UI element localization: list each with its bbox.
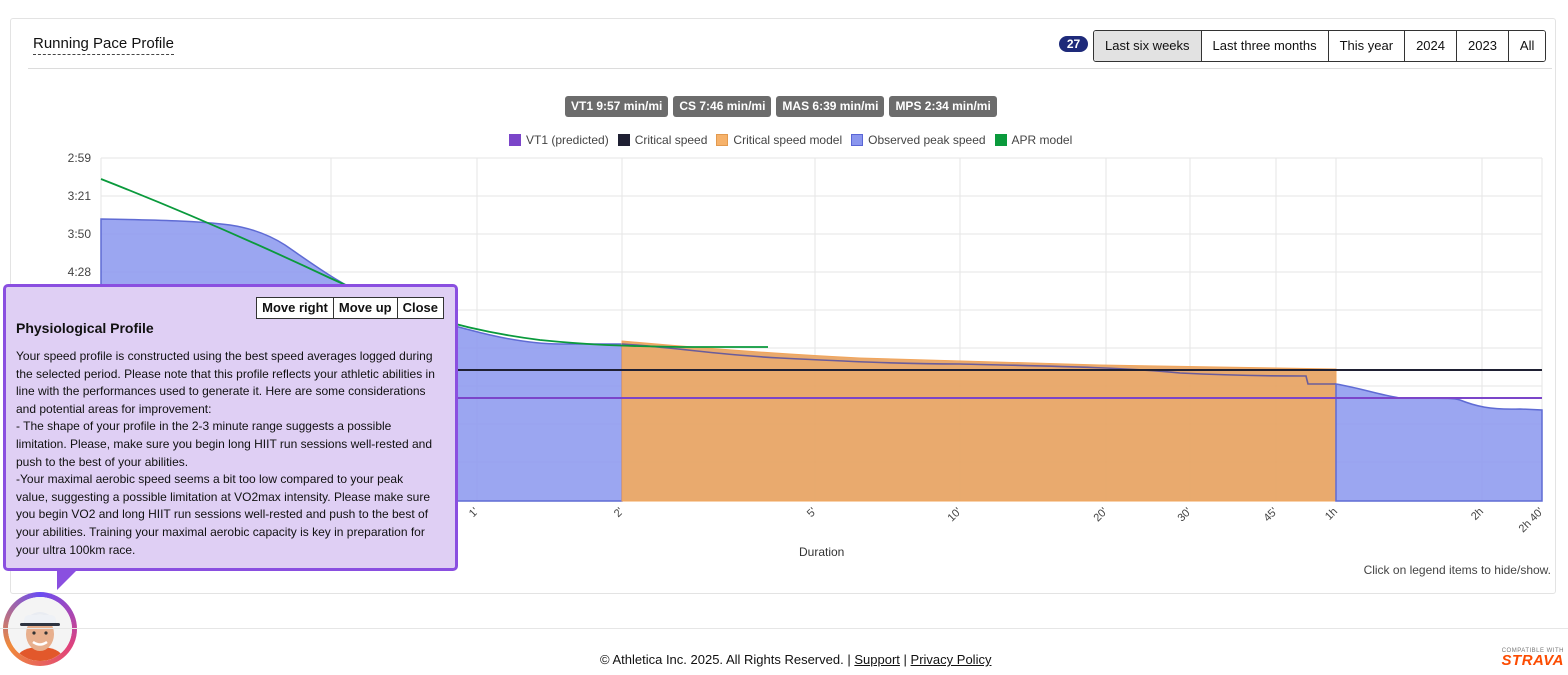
- observed-peak-tail-area: [1335, 383, 1543, 502]
- y-tick-label: 4:28: [68, 265, 92, 279]
- legend-observed-peak[interactable]: Observed peak speed: [851, 133, 986, 147]
- x-tick-label: 10': [945, 506, 964, 525]
- range-all[interactable]: All: [1508, 31, 1546, 61]
- y-tick-label: 2:59: [68, 151, 92, 165]
- legend-swatch: [617, 134, 630, 146]
- legend-label: Observed peak speed: [868, 133, 986, 147]
- legend-vt1[interactable]: VT1 (predicted): [509, 133, 609, 147]
- legend-label: VT1 (predicted): [526, 133, 609, 147]
- x-tick-label: 5': [805, 506, 819, 520]
- y-tick-label: 3:21: [68, 189, 92, 203]
- x-axis-labels: 1' 2' 5' 10' 20' 30' 45' 1h 2h 2h 40': [467, 506, 1546, 535]
- legend-critical-speed[interactable]: Critical speed: [617, 133, 708, 147]
- strava-logo-text: STRAVA: [1501, 652, 1564, 669]
- footer-divider: [0, 628, 1568, 629]
- x-tick-label: 30': [1175, 506, 1194, 525]
- x-tick-label: 2': [612, 506, 626, 520]
- critical-speed-model-area: [621, 340, 1337, 502]
- privacy-policy-link[interactable]: Privacy Policy: [910, 652, 992, 667]
- legend-label: APR model: [1011, 133, 1073, 147]
- x-axis-title: Duration: [799, 545, 845, 559]
- page-title: Running Pace Profile: [33, 35, 174, 55]
- range-last-three-months[interactable]: Last three months: [1201, 31, 1329, 61]
- popup-body: Your speed profile is constructed using …: [16, 349, 435, 557]
- vt1-pill: VT1 9:57 min/mi: [565, 96, 669, 117]
- observed-peak-line-mid: [621, 343, 1336, 385]
- strava-badge: COMPATIBLE WITH STRAVA: [1502, 648, 1564, 668]
- range-2024[interactable]: 2024: [1405, 31, 1457, 61]
- x-tick-label: 1': [467, 506, 481, 520]
- x-tick-label: 45': [1261, 506, 1280, 525]
- date-range-group: Last six weeks Last three months This ye…: [1093, 30, 1547, 62]
- footer-separator: |: [847, 652, 851, 667]
- copyright-text: © Athletica Inc. 2025. All Rights Reserv…: [600, 652, 844, 667]
- legend-label: Critical speed: [634, 133, 708, 147]
- move-up-button[interactable]: Move up: [334, 298, 398, 318]
- footer: © Athletica Inc. 2025. All Rights Reserv…: [600, 652, 991, 667]
- legend-swatch: [851, 134, 864, 146]
- popup-title: Physiological Profile: [16, 320, 154, 336]
- legend-swatch: [994, 134, 1007, 146]
- cs-pill: CS 7:46 min/mi: [673, 96, 772, 117]
- range-last-six-weeks[interactable]: Last six weeks: [1094, 31, 1202, 61]
- popup-pointer: [57, 570, 77, 590]
- mas-pill: MAS 6:39 min/mi: [776, 96, 885, 117]
- x-tick-label: 2h 40': [1517, 506, 1546, 535]
- x-tick-label: 1h: [1323, 506, 1340, 523]
- y-tick-label: 3:50: [68, 227, 92, 241]
- legend-cs-model[interactable]: Critical speed model: [716, 133, 842, 147]
- legend-swatch: [716, 134, 729, 146]
- close-button[interactable]: Close: [402, 300, 438, 315]
- threshold-pills: VT1 9:57 min/mi CS 7:46 min/mi MAS 6:39 …: [565, 96, 997, 117]
- x-tick-label: 20': [1091, 506, 1110, 525]
- legend-label: Critical speed model: [733, 133, 843, 147]
- header-divider: [28, 68, 1552, 69]
- x-tick-label: 2h: [1469, 506, 1486, 523]
- coach-portrait-icon: [8, 597, 72, 661]
- y-axis-labels: 2:59 3:21 3:50 4:28: [68, 151, 92, 279]
- footer-separator: |: [903, 652, 907, 667]
- count-badge: 27: [1059, 36, 1088, 52]
- support-link[interactable]: Support: [854, 652, 900, 667]
- mps-pill: MPS 2:34 min/mi: [889, 96, 997, 117]
- legend-apr-model[interactable]: APR model: [994, 133, 1073, 147]
- range-this-year[interactable]: This year: [1328, 31, 1406, 61]
- legend-swatch: [509, 134, 521, 146]
- strava-compatible-text: COMPATIBLE WITH: [1501, 648, 1564, 654]
- coach-avatar[interactable]: [3, 592, 77, 666]
- popup-controls: Move right Move up Close: [256, 297, 444, 319]
- chart-legend: VT1 (predicted) Critical speed Critical …: [509, 133, 1072, 147]
- move-right-button[interactable]: Move right: [257, 298, 334, 318]
- range-2023[interactable]: 2023: [1457, 31, 1509, 61]
- avatar-face: [8, 597, 72, 661]
- physiological-profile-popup: Move right Move up Close Physiological P…: [3, 284, 458, 571]
- legend-hint: Click on legend items to hide/show.: [1363, 563, 1551, 577]
